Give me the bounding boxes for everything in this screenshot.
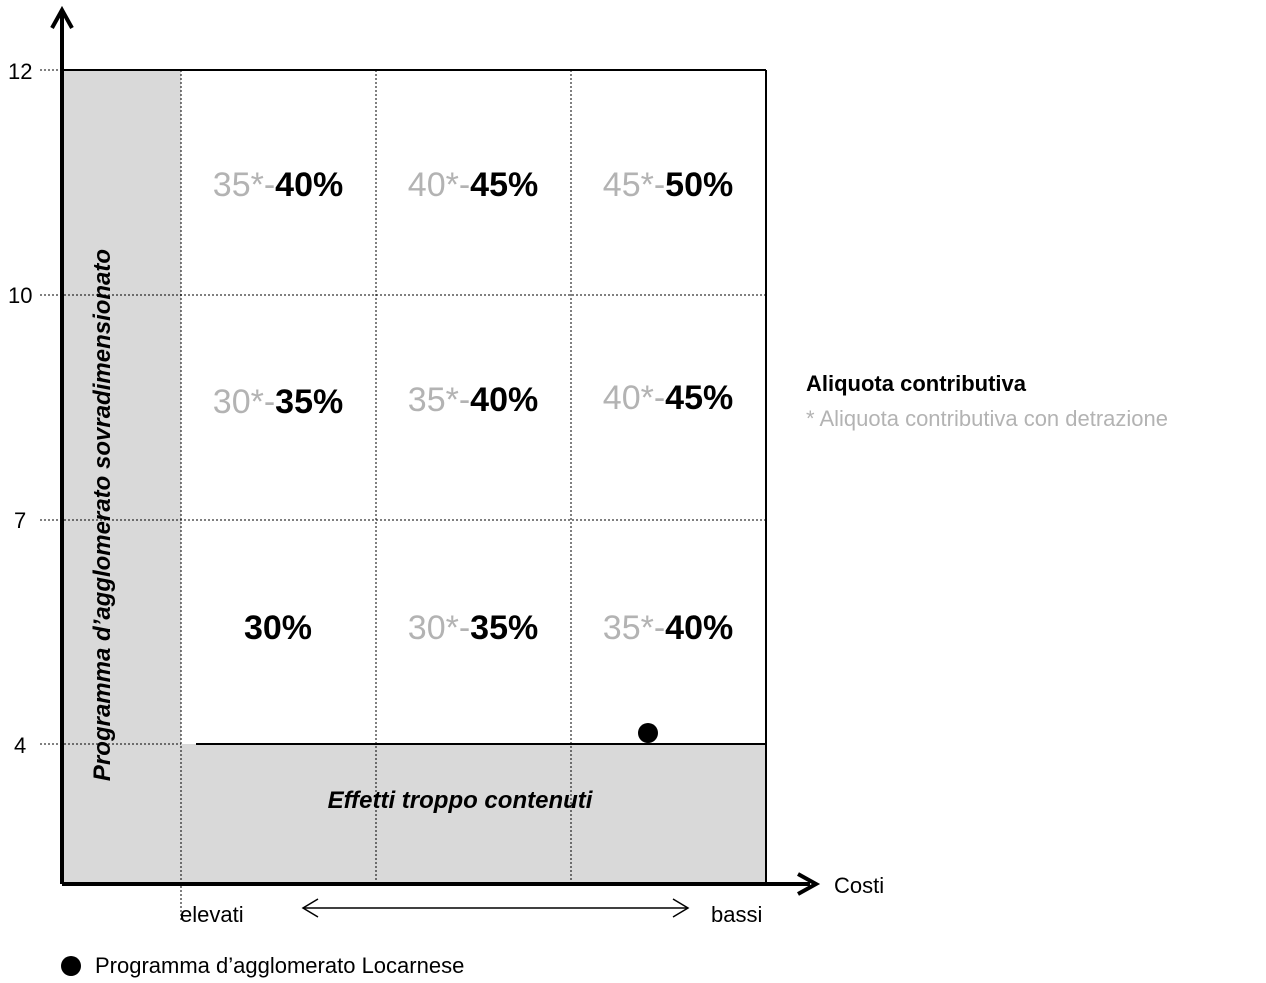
legend-title: Aliquota contributiva: [806, 371, 1027, 396]
shade-vertical-zone: [62, 70, 181, 884]
cell-r3-c1: 30%: [244, 609, 312, 647]
zone-label-vertical: Programma d’agglomerato sovradimensionat…: [89, 249, 116, 781]
y-tick-10: 10: [8, 283, 32, 308]
x-axis-left-word: elevati: [180, 902, 244, 927]
legend-point-label: Programma d’agglomerato Locarnese: [95, 953, 464, 978]
x-axis-right-word: bassi: [711, 902, 762, 927]
cell-r1-c1: 35*-40%: [213, 166, 343, 204]
grid-lines: [40, 69, 766, 920]
cell-r1-c3: 45*-50%: [603, 166, 733, 204]
shade-horizontal-zone: [181, 744, 766, 884]
cell-r3-c3: 35*-40%: [603, 609, 733, 647]
y-tick-7: 7: [14, 508, 26, 533]
cell-r2-c2: 35*-40%: [408, 381, 538, 419]
locarnese-point: [638, 723, 658, 743]
legend-point-icon: [61, 956, 81, 976]
y-tick-12: 12: [8, 59, 32, 84]
chart-frame: [62, 69, 767, 884]
cell-r2-c3: 40*-45%: [603, 379, 733, 417]
cell-r2-c1: 30*-35%: [213, 383, 343, 421]
double-arrow-icon: [301, 898, 690, 918]
y-tick-4: 4: [14, 733, 26, 758]
cell-r1-c2: 40*-45%: [408, 166, 538, 204]
axes: [50, 5, 821, 896]
x-axis-label: Costi: [834, 873, 884, 898]
legend-subtitle: * Aliquota contributiva con detrazione: [806, 406, 1168, 431]
cell-r3-c2: 30*-35%: [408, 609, 538, 647]
zone-label-horizontal: Effetti troppo contenuti: [328, 787, 594, 814]
